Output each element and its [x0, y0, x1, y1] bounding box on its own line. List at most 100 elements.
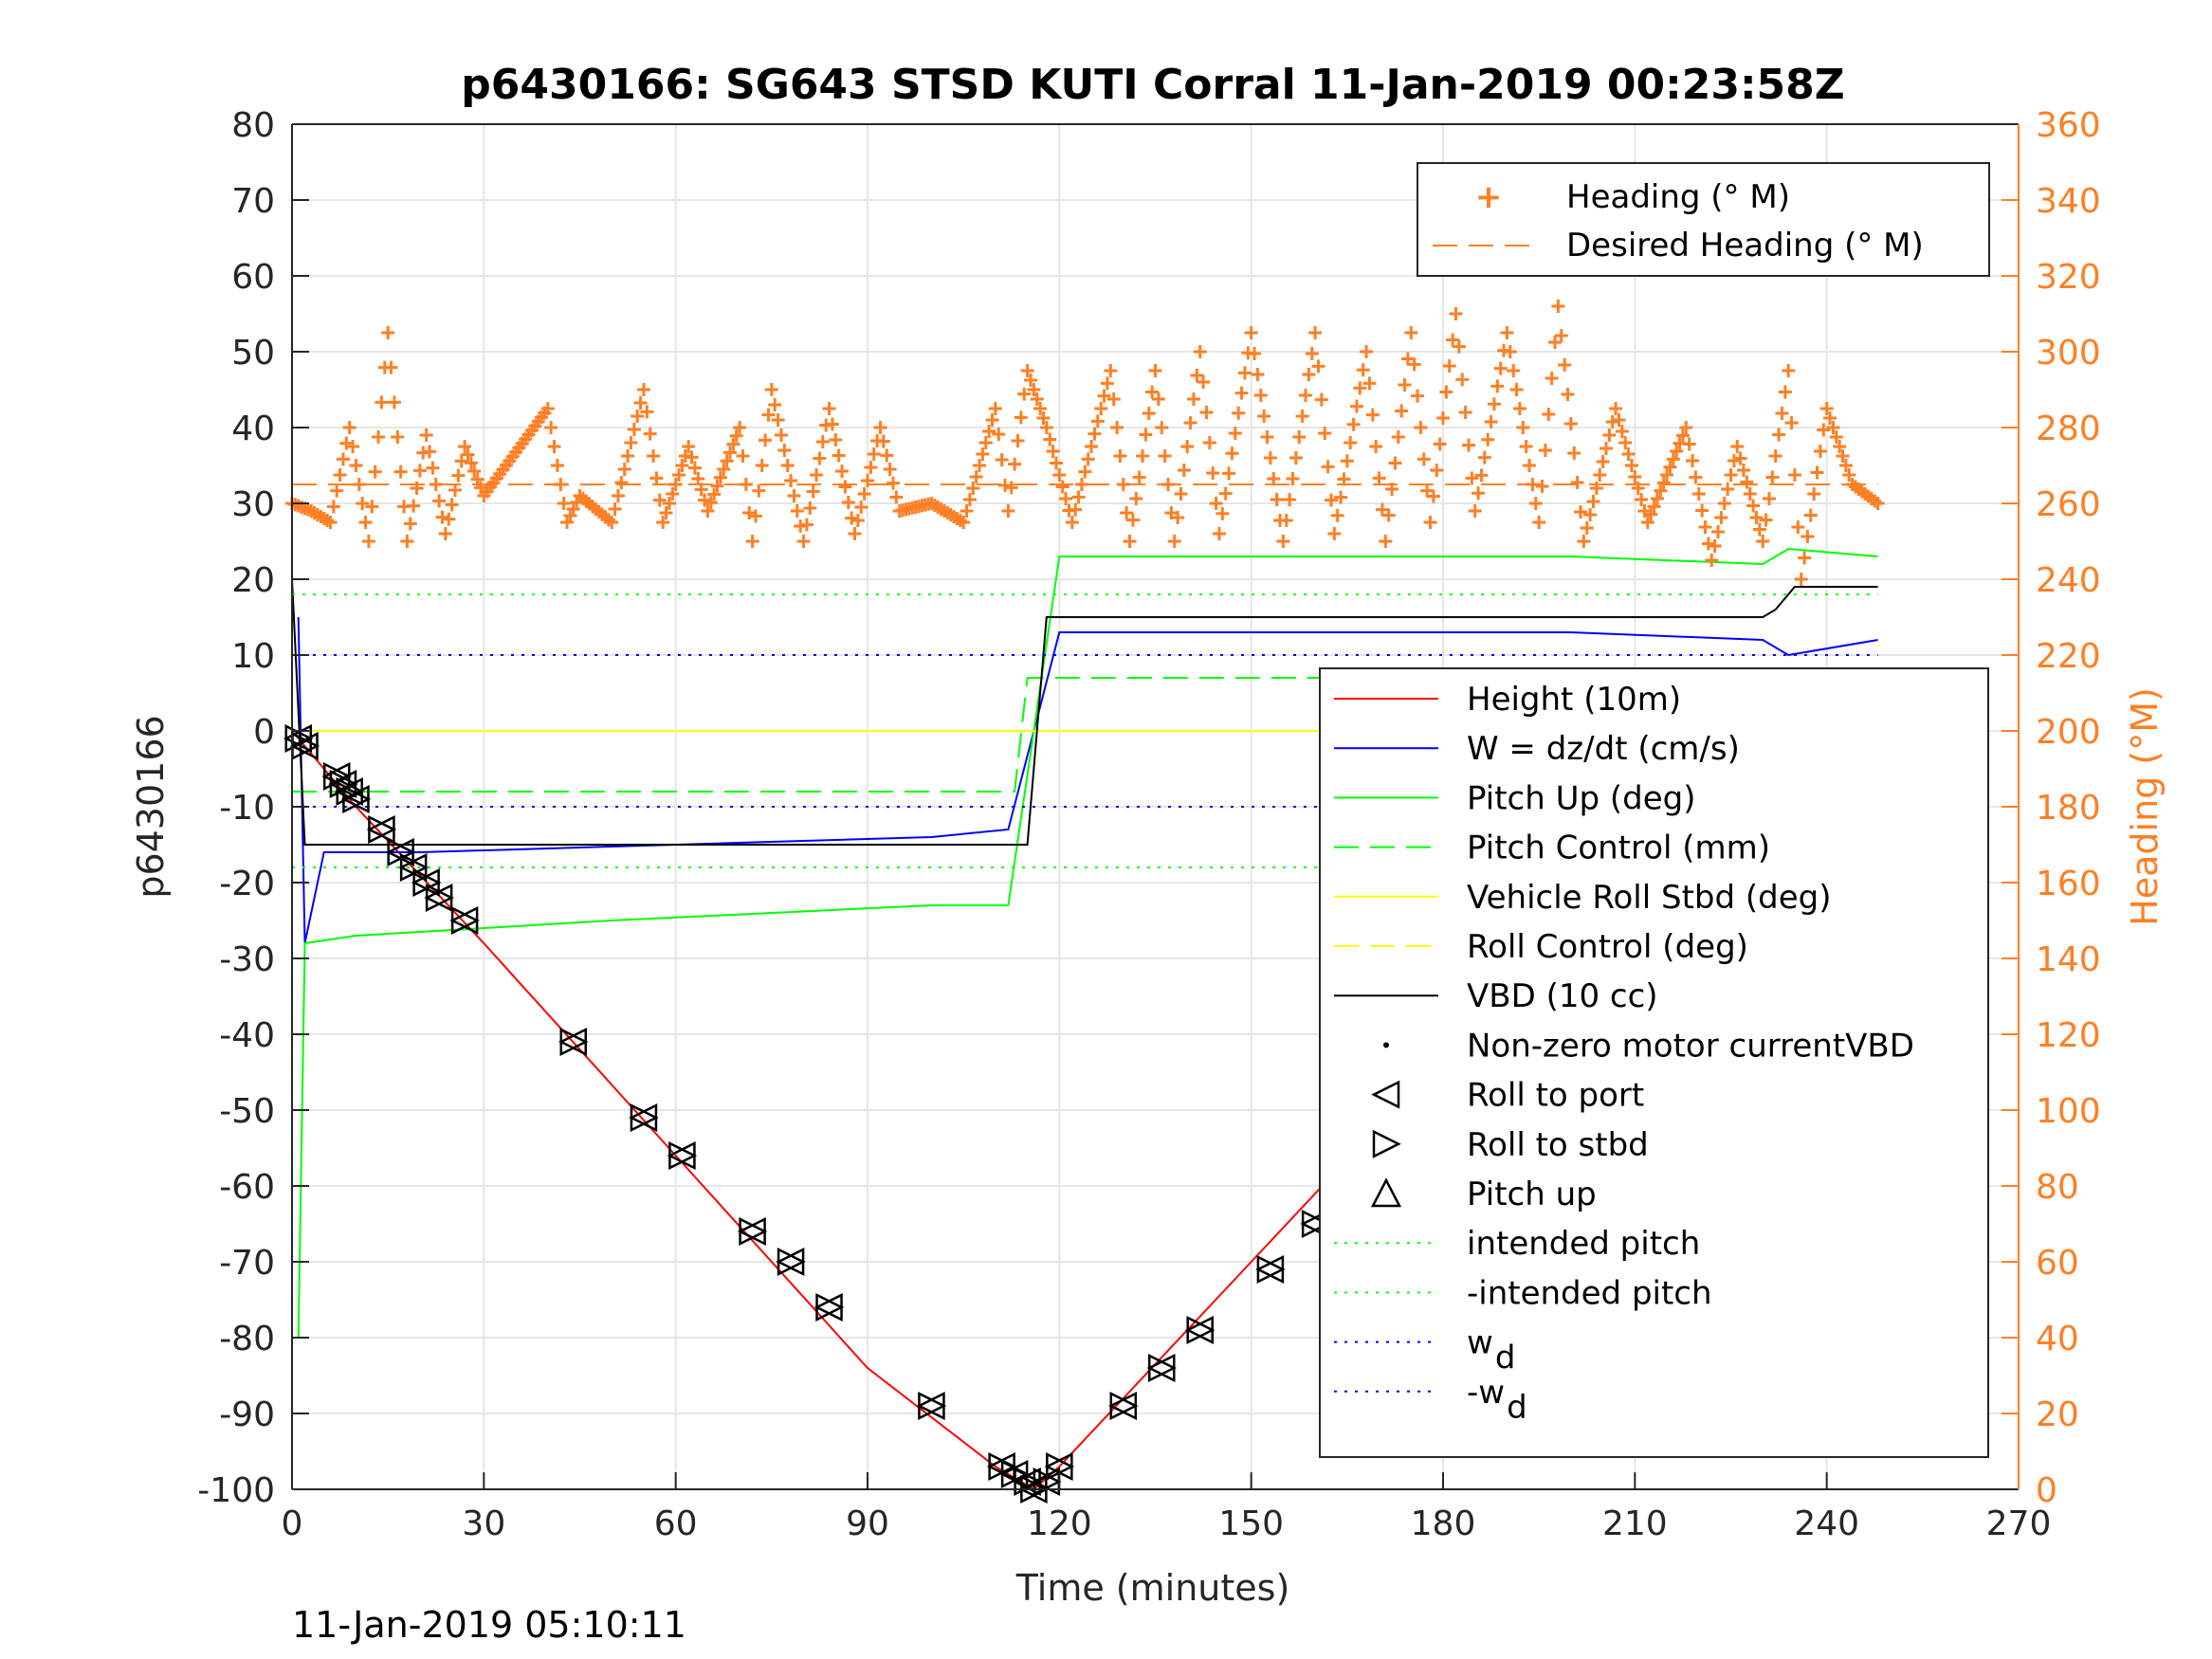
- heading-point: [755, 459, 769, 472]
- heading-point: [995, 453, 1009, 466]
- heading-point: [608, 502, 622, 516]
- heading-point: [1538, 444, 1552, 457]
- heading-point: [349, 459, 363, 472]
- y-tick-label-left: -100: [197, 1471, 275, 1510]
- heading-point: [1385, 483, 1399, 496]
- heading-point: [1570, 476, 1584, 489]
- heading-point: [1388, 456, 1402, 470]
- heading-point: [829, 433, 843, 447]
- heading-point: [1468, 504, 1482, 518]
- heading-point: [400, 535, 414, 548]
- heading-point: [1292, 430, 1307, 444]
- legend-label: W = dz/dt (cm/s): [1467, 730, 1740, 768]
- heading-point: [547, 440, 561, 453]
- y-tick-label-left: 0: [253, 713, 275, 752]
- y-tick-label-left: -10: [219, 789, 275, 828]
- heading-point: [375, 395, 389, 410]
- heading-point: [1523, 459, 1537, 472]
- heading-point: [1423, 516, 1437, 529]
- heading-point: [704, 496, 718, 510]
- heading-point: [621, 449, 635, 463]
- heading-point: [1417, 452, 1431, 466]
- heading-point: [1705, 554, 1719, 567]
- y-axis-label-left: p6430166: [130, 715, 172, 898]
- heading-point: [1206, 466, 1220, 480]
- heading-point: [886, 476, 900, 490]
- heading-point: [336, 452, 350, 466]
- heading-point: [982, 425, 996, 438]
- legend-entry-intended-pitch: -intended pitch: [1334, 1274, 1712, 1312]
- y-tick-label-right: 340: [2036, 182, 2101, 221]
- heading-point: [1308, 326, 1323, 339]
- plot-series: [283, 300, 1893, 1504]
- series-heading: [285, 300, 1885, 586]
- heading-point: [1136, 449, 1150, 463]
- heading-point: [1746, 499, 1761, 513]
- y-tick-label-right: 200: [2036, 713, 2101, 752]
- heading-point: [1337, 472, 1351, 486]
- heading-point: [1017, 387, 1032, 401]
- roll-to-stbd-marker: [1109, 1391, 1139, 1421]
- legend-label-heading: Heading (° M): [1566, 178, 1790, 216]
- y-tick-label-left: -70: [219, 1244, 275, 1283]
- heading-point: [461, 447, 475, 462]
- heading-point: [707, 487, 722, 501]
- legend-main-entries: Height (10m) W = dz/dt (cm/s) Pitch Up (de…: [1334, 681, 1914, 1427]
- heading-point: [1033, 402, 1048, 415]
- heading-point: [675, 459, 689, 472]
- heading-point: [1455, 373, 1470, 387]
- legend-marker-heading: +: [1475, 178, 1503, 216]
- heading-point: [1717, 497, 1731, 510]
- heading-point: [1721, 483, 1735, 496]
- heading-point: [1838, 459, 1853, 472]
- heading-point: [774, 428, 788, 442]
- heading-point: [1698, 520, 1712, 534]
- heading-point: [627, 423, 641, 436]
- y-tick-label-left: 50: [231, 334, 275, 373]
- heading-point: [838, 480, 852, 494]
- heading-point: [435, 510, 449, 524]
- heading-point: [647, 449, 661, 463]
- footer-timestamp: 11-Jan-2019 05:10:11: [292, 1604, 686, 1646]
- legend-label-subscript: d: [1495, 1340, 1516, 1377]
- x-axis-label: Time (minutes): [1015, 1567, 1290, 1609]
- heading-point: [1647, 500, 1661, 514]
- heading-point: [1701, 537, 1715, 551]
- heading-point: [806, 484, 820, 499]
- heading-point: [1161, 478, 1175, 491]
- heading-point: [1628, 470, 1642, 483]
- heading-point: [1276, 535, 1290, 548]
- heading-point: [764, 383, 778, 396]
- roll-to-stbd-marker: [630, 1103, 659, 1133]
- heading-point: [1756, 535, 1770, 548]
- legend-entry-pitch-up-deg: Pitch Up (deg): [1334, 779, 1695, 817]
- heading-point: [1618, 436, 1633, 449]
- heading-point: [1602, 428, 1617, 442]
- heading-point: [361, 535, 375, 548]
- heading-point: [1551, 300, 1565, 313]
- heading-point: [1324, 493, 1338, 507]
- heading-point: [1535, 480, 1549, 493]
- heading-point: [1791, 520, 1805, 534]
- heading-point: [777, 444, 792, 457]
- heading-point: [617, 463, 631, 476]
- x-tick-label: 150: [1218, 1504, 1284, 1543]
- heading-point: [1145, 385, 1160, 399]
- heading-point: [780, 459, 795, 472]
- heading-point: [722, 446, 737, 460]
- heading-point: [1260, 430, 1274, 444]
- heading-point: [1295, 410, 1309, 423]
- heading-point: [1784, 416, 1799, 429]
- heading-point: [1654, 483, 1668, 498]
- legend-label: Height (10m): [1467, 681, 1681, 719]
- heading-point: [1023, 374, 1037, 387]
- legend-label: Vehicle Roll Stbd (deg): [1467, 879, 1832, 917]
- heading-point: [454, 454, 468, 468]
- heading-point: [790, 504, 804, 518]
- heading-point: [687, 461, 702, 475]
- heading-point: [1074, 478, 1088, 491]
- heading-point: [1190, 369, 1204, 382]
- heading-point: [1436, 411, 1450, 425]
- heading-point: [1218, 486, 1233, 501]
- legend-main-box: [1319, 667, 1989, 1458]
